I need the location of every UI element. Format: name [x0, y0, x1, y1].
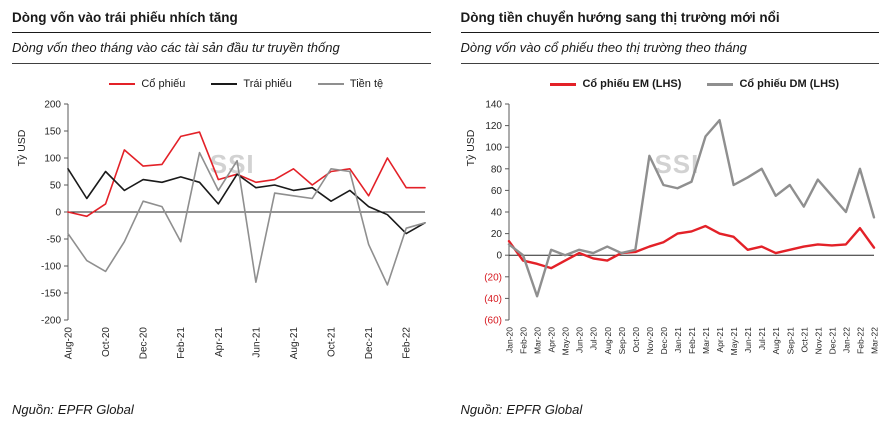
svg-text:Aug-20: Aug-20 [602, 327, 612, 355]
svg-text:100: 100 [485, 143, 502, 154]
svg-text:100: 100 [44, 154, 61, 165]
svg-text:20: 20 [490, 229, 502, 240]
svg-text:(40): (40) [484, 294, 502, 305]
svg-text:80: 80 [490, 164, 502, 175]
svg-text:Feb-21: Feb-21 [176, 327, 187, 359]
svg-text:150: 150 [44, 127, 61, 138]
legend-label: Trái phiếu [243, 78, 292, 90]
chart-subtitle: Dòng vốn theo tháng vào các tài sản đầu … [12, 33, 431, 64]
svg-text:SSI: SSI [210, 149, 255, 179]
svg-text:-150: -150 [41, 289, 61, 300]
legend-item-tien-te: Tiền tệ [317, 78, 384, 90]
legend-item-co-phieu: Cổ phiếu [109, 78, 185, 90]
chart-subtitle: Dòng vốn vào cổ phiếu theo thị trường th… [460, 33, 879, 64]
legend-item-em: Cổ phiếu EM (LHS) [550, 78, 681, 90]
svg-text:-50: -50 [47, 235, 62, 246]
legend-item-trai-phieu: Trái phiếu [211, 78, 292, 90]
svg-text:(60): (60) [484, 316, 502, 327]
page-title: Dòng tiền chuyển hướng sang thị trường m… [460, 6, 879, 33]
svg-text:Apr-21: Apr-21 [214, 327, 225, 357]
svg-text:(20): (20) [484, 272, 502, 283]
svg-text:Dec-20: Dec-20 [139, 327, 150, 360]
line-swatch-icon [109, 83, 136, 85]
svg-text:Feb-22: Feb-22 [402, 327, 413, 359]
svg-text:Mar-21: Mar-21 [701, 327, 711, 354]
svg-text:Apr-21: Apr-21 [715, 327, 725, 353]
right-chart-panel: Dòng tiền chuyển hướng sang thị trường m… [460, 6, 880, 419]
legend-label: Cổ phiếu EM (LHS) [582, 78, 682, 90]
line-swatch-icon [317, 83, 344, 85]
svg-text:200: 200 [44, 100, 61, 111]
svg-text:May-21: May-21 [729, 327, 739, 356]
svg-text:Jun-21: Jun-21 [251, 327, 262, 358]
source-note: Nguồn: EPFR Global [461, 398, 880, 419]
svg-text:May-20: May-20 [560, 327, 570, 356]
svg-text:Aug-20: Aug-20 [64, 327, 75, 360]
svg-text:Oct-20: Oct-20 [101, 327, 112, 357]
source-label: Nguồn: [460, 402, 503, 417]
left-chart-panel: Dòng vốn vào trái phiếu nhích tăng Dòng … [12, 6, 431, 419]
svg-text:Dec-20: Dec-20 [658, 327, 668, 355]
svg-text:Nov-20: Nov-20 [644, 327, 654, 355]
svg-text:Aug-21: Aug-21 [771, 327, 781, 355]
svg-text:Jun-20: Jun-20 [574, 327, 584, 353]
svg-text:140: 140 [485, 100, 502, 111]
source-note: Nguồn: EPFR Global [12, 398, 431, 419]
svg-text:120: 120 [485, 121, 502, 132]
svg-text:Dec-21: Dec-21 [827, 327, 837, 355]
legend: Cổ phiếu EM (LHS) Cổ phiếu DM (LHS) [511, 78, 880, 90]
svg-text:Mar-22: Mar-22 [869, 327, 879, 354]
svg-text:Oct-21: Oct-21 [799, 327, 809, 353]
svg-text:Jul-20: Jul-20 [588, 327, 598, 350]
svg-text:Tỷ USD: Tỷ USD [16, 129, 28, 166]
source-label: Nguồn: [12, 402, 54, 417]
svg-text:Apr-20: Apr-20 [546, 327, 556, 353]
svg-text:Jan-22: Jan-22 [841, 327, 851, 353]
line-swatch-icon [211, 83, 238, 85]
legend-label: Cổ phiếu DM (LHS) [739, 78, 840, 90]
svg-text:Oct-21: Oct-21 [327, 327, 338, 357]
svg-text:Sep-20: Sep-20 [616, 327, 626, 355]
line-swatch-icon [550, 82, 577, 86]
svg-text:Jan-21: Jan-21 [672, 327, 682, 353]
svg-text:0: 0 [496, 251, 502, 262]
svg-text:-100: -100 [41, 262, 61, 273]
traditional-assets-line-chart: SSI 200 150 100 50 0 -50 -100 -150 -200 Tỷ USD Aug-… [16, 100, 426, 360]
svg-text:Nov-21: Nov-21 [813, 327, 823, 355]
svg-text:Sep-21: Sep-21 [785, 327, 795, 355]
svg-text:Aug-21: Aug-21 [289, 327, 300, 360]
svg-text:SSI: SSI [654, 149, 699, 179]
svg-text:Feb-22: Feb-22 [855, 327, 865, 354]
svg-text:Jan-20: Jan-20 [504, 327, 514, 353]
svg-text:Jun-21: Jun-21 [743, 327, 753, 353]
source-value: EPFR Global [506, 402, 583, 417]
line-swatch-icon [707, 82, 734, 86]
svg-text:50: 50 [50, 181, 62, 192]
legend: Cổ phiếu Trái phiếu Tiền tệ [62, 78, 431, 90]
svg-text:-200: -200 [41, 316, 61, 327]
legend-label: Cổ phiếu [141, 78, 186, 90]
svg-text:Jul-21: Jul-21 [757, 327, 767, 350]
svg-text:Dec-21: Dec-21 [364, 327, 375, 360]
em-dm-flows-line-chart: SSI 140 120 100 80 60 40 20 0 (20) (40) (60) Tỷ USD J… [465, 100, 879, 356]
svg-text:Tỷ USD: Tỷ USD [465, 129, 477, 166]
svg-text:Mar-20: Mar-20 [532, 327, 542, 354]
source-value: EPFR Global [57, 402, 134, 417]
svg-text:0: 0 [55, 208, 61, 219]
svg-text:Feb-20: Feb-20 [518, 327, 528, 354]
svg-text:Feb-21: Feb-21 [687, 327, 697, 354]
legend-label: Tiền tệ [349, 78, 384, 90]
svg-text:40: 40 [490, 208, 502, 219]
svg-text:Oct-20: Oct-20 [630, 327, 640, 353]
legend-item-dm: Cổ phiếu DM (LHS) [707, 78, 839, 90]
page-title: Dòng vốn vào trái phiếu nhích tăng [12, 6, 431, 33]
svg-text:60: 60 [490, 186, 502, 197]
